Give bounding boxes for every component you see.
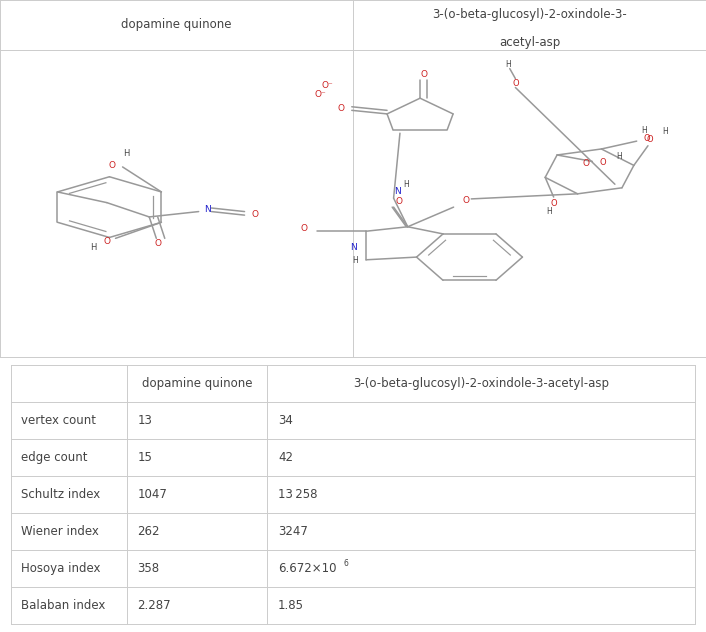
Text: O⁻: O⁻ (321, 81, 333, 90)
Text: O: O (582, 159, 590, 167)
Text: N: N (205, 205, 211, 214)
Text: H: H (505, 61, 511, 70)
Text: O: O (109, 161, 116, 169)
Text: 358: 358 (138, 562, 160, 575)
Text: O: O (337, 104, 345, 113)
Text: O: O (599, 159, 606, 167)
Text: 3-(o-beta-glucosyl)-2-oxindole-3-acetyl-asp: 3-(o-beta-glucosyl)-2-oxindole-3-acetyl-… (354, 377, 609, 391)
Text: 6: 6 (344, 559, 349, 568)
Text: dopamine quinone: dopamine quinone (121, 18, 232, 32)
Text: H: H (123, 149, 129, 158)
Text: H: H (616, 152, 622, 161)
Text: O: O (644, 135, 651, 143)
Text: O: O (104, 237, 111, 246)
Text: 42: 42 (278, 451, 293, 464)
Text: N: N (350, 243, 357, 252)
Text: O: O (463, 196, 469, 205)
Text: dopamine quinone: dopamine quinone (142, 377, 253, 391)
Text: O: O (154, 239, 161, 248)
Text: O: O (420, 71, 427, 80)
Text: 3247: 3247 (278, 525, 308, 538)
Text: H: H (403, 180, 409, 189)
Text: H: H (90, 243, 96, 252)
Text: acetyl-asp: acetyl-asp (499, 37, 560, 49)
Text: 6.672×10: 6.672×10 (278, 562, 337, 575)
Text: Wiener index: Wiener index (21, 525, 99, 538)
Text: 13: 13 (138, 414, 152, 427)
Text: O: O (251, 210, 258, 219)
Text: Hosoya index: Hosoya index (21, 562, 101, 575)
Text: O: O (646, 135, 652, 144)
Text: H: H (546, 207, 551, 216)
Text: O: O (512, 80, 519, 88)
Text: O: O (301, 224, 308, 233)
Text: H: H (662, 127, 668, 137)
Text: N: N (394, 187, 400, 197)
Text: 15: 15 (138, 451, 152, 464)
Text: H: H (642, 126, 647, 135)
Text: 2.287: 2.287 (138, 599, 172, 612)
Text: vertex count: vertex count (21, 414, 96, 427)
Text: Schultz index: Schultz index (21, 488, 100, 501)
Text: H: H (352, 256, 358, 265)
Text: O: O (551, 198, 557, 208)
Text: 1047: 1047 (138, 488, 167, 501)
Text: 3-(o-beta-glucosyl)-2-oxindole-3-: 3-(o-beta-glucosyl)-2-oxindole-3- (432, 8, 627, 21)
Text: 13 258: 13 258 (278, 488, 318, 501)
Text: O⁻: O⁻ (314, 90, 326, 99)
Text: edge count: edge count (21, 451, 88, 464)
Text: 262: 262 (138, 525, 160, 538)
Text: 1.85: 1.85 (278, 599, 304, 612)
Text: Balaban index: Balaban index (21, 599, 106, 612)
Text: O: O (395, 197, 402, 205)
Text: 34: 34 (278, 414, 293, 427)
